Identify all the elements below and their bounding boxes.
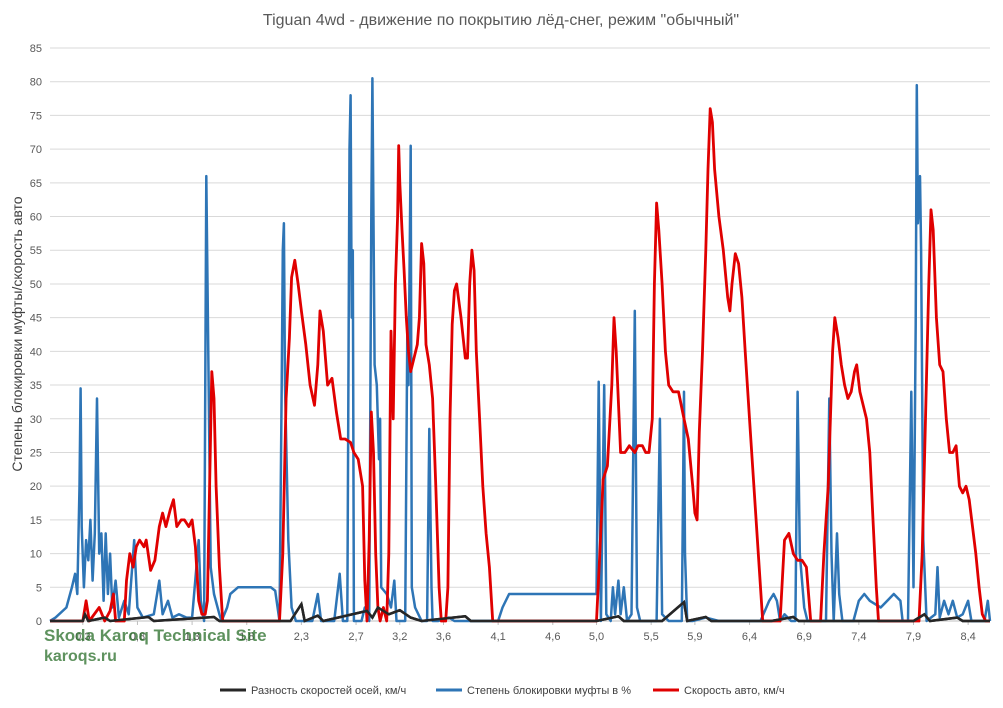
gridlines xyxy=(50,47,990,622)
y-axis-label: Степень блокировки муфты/скорость авто xyxy=(9,196,25,471)
watermark: Skoda Karoq Technical Site karoqs.ru xyxy=(44,626,267,666)
x-tick-label: 0,3 xyxy=(75,631,90,643)
y-tick-label: 35 xyxy=(30,380,42,392)
x-tick-label: 8,4 xyxy=(960,631,975,643)
y-axis: 0 5 10 15 20 25 30 35 40 45 50 55 60 65 70 75 80 85 xyxy=(30,43,42,628)
y-tick-label: 55 xyxy=(30,245,42,257)
series-line-overlay xyxy=(50,599,990,623)
y-tick-label: 75 xyxy=(30,110,42,122)
watermark-line2: karoqs.ru xyxy=(44,648,117,665)
x-tick-label: 3,6 xyxy=(436,631,451,643)
legend: Разность скоростей осей, км/ч Степень бло… xyxy=(220,685,785,697)
y-tick-label: 10 xyxy=(30,549,42,561)
y-tick-label: 50 xyxy=(30,279,42,291)
chart-title: Tiguan 4wd - движение по покрытию лёд-сн… xyxy=(263,12,739,29)
x-tick-label: 3,2 xyxy=(392,631,407,643)
x-tick-label: 6,4 xyxy=(742,631,757,643)
x-tick-label: 5,0 xyxy=(589,631,604,643)
y-tick-label: 30 xyxy=(30,414,42,426)
x-tick-label: 7,9 xyxy=(906,631,921,643)
x-tick-label: 4,6 xyxy=(545,631,560,643)
y-tick-label: 15 xyxy=(30,515,42,527)
legend-label: Степень блокировки муфты в % xyxy=(467,685,631,697)
x-tick-label: 7,4 xyxy=(851,631,866,643)
x-tick-label: 5,9 xyxy=(687,631,702,643)
x-tick-label: 1,3 xyxy=(184,631,199,643)
x-tick-label: 5,5 xyxy=(644,631,659,643)
y-tick-label: 65 xyxy=(30,178,42,190)
y-tick-label: 5 xyxy=(36,582,42,594)
x-tick-label: 0,8 xyxy=(130,631,145,643)
x-tick-label: 2,7 xyxy=(348,631,363,643)
y-tick-label: 60 xyxy=(30,212,42,224)
plot-area xyxy=(49,77,992,623)
x-axis: 0,3 0,8 1,3 1,8 2,3 2,7 3,2 3,6 4,1 4,6 5,0 5,5 5,9 6… xyxy=(75,621,976,643)
y-tick-label: 85 xyxy=(30,43,42,55)
y-tick-label: 80 xyxy=(30,77,42,89)
y-tick-label: 45 xyxy=(30,313,42,325)
x-tick-label: 4,1 xyxy=(490,631,505,643)
x-tick-label: 1,8 xyxy=(239,631,254,643)
x-tick-label: 6,9 xyxy=(797,631,812,643)
series-line xyxy=(49,77,992,623)
y-tick-label: 40 xyxy=(30,346,42,358)
series-line xyxy=(50,107,990,623)
y-tick-label: 20 xyxy=(30,481,42,493)
watermark-line1: Skoda Karoq Technical Site xyxy=(44,626,267,645)
x-tick-label: 2,3 xyxy=(294,631,309,643)
legend-label: Разность скоростей осей, км/ч xyxy=(251,685,406,697)
y-tick-label: 25 xyxy=(30,447,42,459)
y-tick-label: 70 xyxy=(30,144,42,156)
y-tick-label: 0 xyxy=(36,616,42,628)
legend-label: Скорость авто, км/ч xyxy=(684,685,785,697)
